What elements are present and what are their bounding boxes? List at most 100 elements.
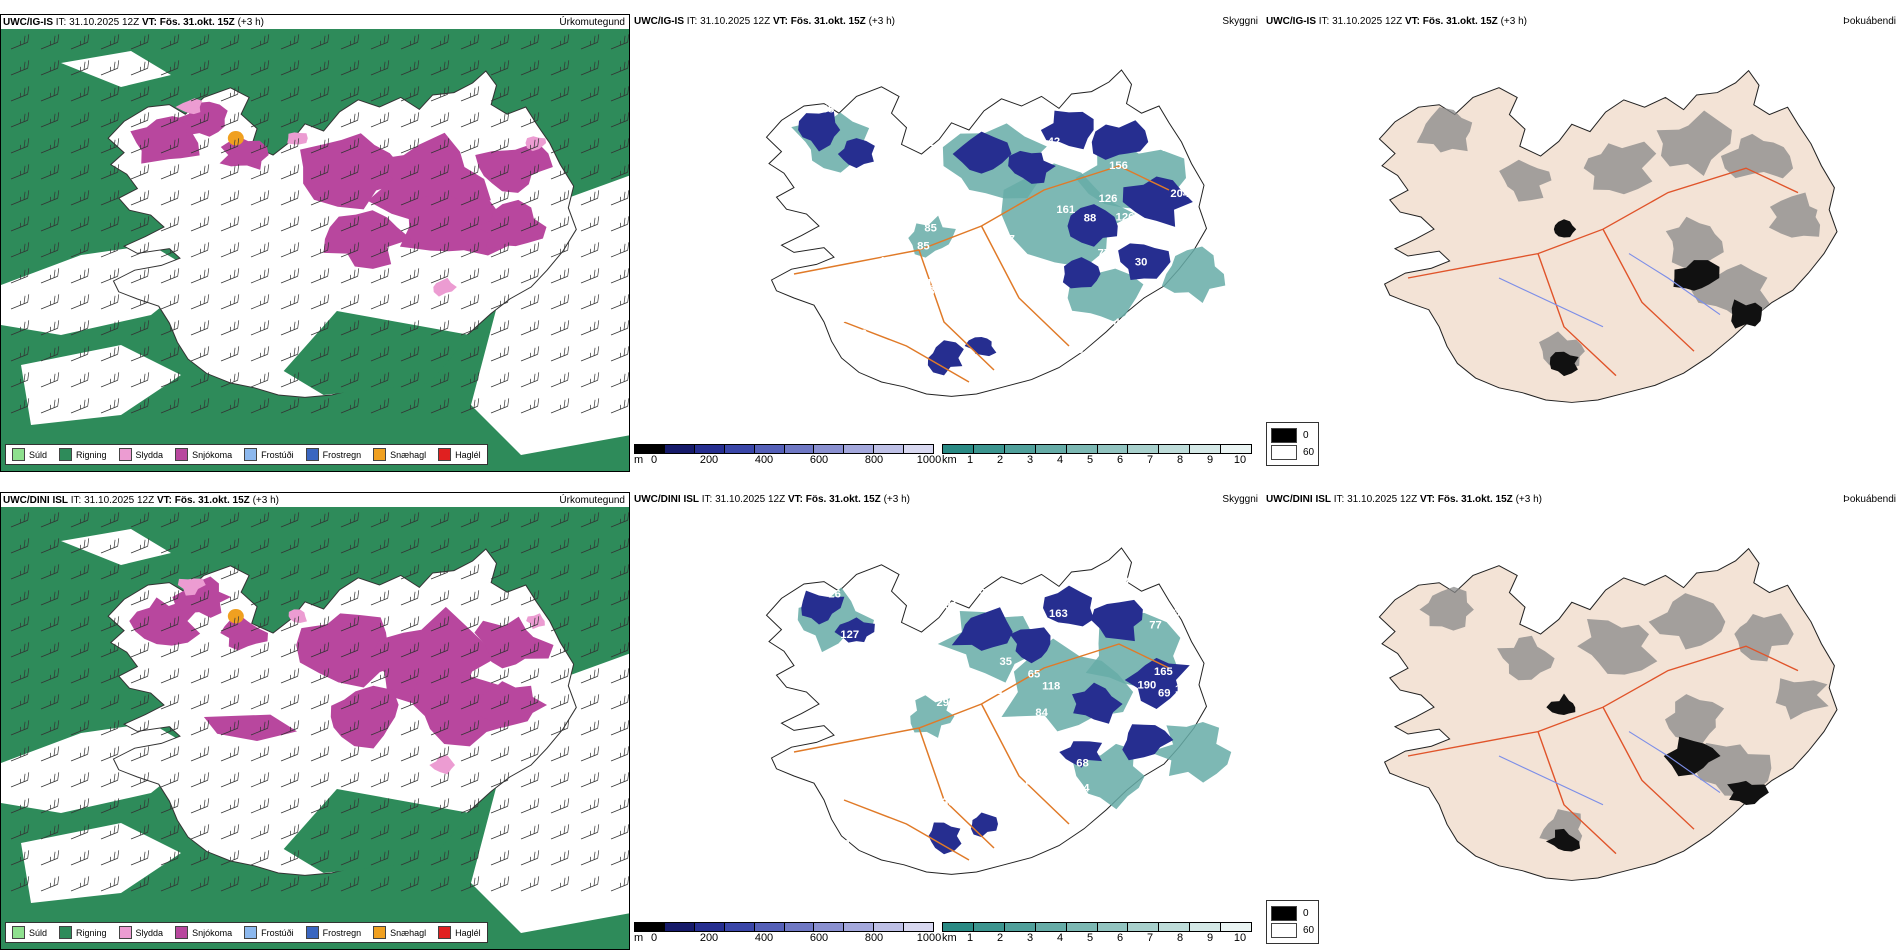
dense-fog-area xyxy=(1549,351,1579,377)
wind-barb xyxy=(100,694,120,710)
legend-label: Frostregn xyxy=(322,449,362,460)
wind-barb xyxy=(610,590,629,606)
wind-barb xyxy=(100,294,120,310)
visibility-value-label: 163 xyxy=(1049,608,1068,620)
visibility-value-label: 157 xyxy=(1162,142,1181,154)
wind-barb xyxy=(40,138,60,154)
panel-header: UWC/IG-IS IT: 31.10.2025 12Z VT: Fös. 31… xyxy=(3,17,264,28)
wind-barb xyxy=(100,138,120,154)
visibility-scale-m: m 0 200 400 600 800 1000 xyxy=(634,922,941,946)
wind-barb xyxy=(580,138,600,154)
legend-label: Snæhagl xyxy=(390,927,427,938)
wind-barb xyxy=(10,642,30,658)
wind-barb xyxy=(460,876,480,892)
visibility-value-label: 109 xyxy=(1158,798,1177,810)
wind-barb xyxy=(220,320,240,336)
wind-barb xyxy=(100,60,120,76)
wind-barb xyxy=(490,850,510,866)
lead-time: (+3 h) xyxy=(883,494,910,505)
panel-title-precip: Úrkomutegund xyxy=(559,17,625,28)
visibility-value-label: 204 xyxy=(1170,188,1190,200)
visibility-value-label: 31 xyxy=(945,600,958,612)
low-visibility-area xyxy=(1118,243,1171,280)
wind-barb xyxy=(430,138,450,154)
wind-barb xyxy=(280,642,300,658)
wind-barb xyxy=(130,668,150,684)
wind-barb xyxy=(220,398,240,414)
snow-area xyxy=(175,101,228,137)
wind-barb xyxy=(10,564,30,580)
wind-barb xyxy=(520,694,540,710)
scale-tick: 1 xyxy=(966,932,974,944)
wind-barb xyxy=(280,616,300,632)
wind-barb xyxy=(580,60,600,76)
wind-barb xyxy=(40,512,60,528)
wind-barb xyxy=(430,850,450,866)
wind-barb xyxy=(550,616,570,632)
wind-barb xyxy=(190,112,210,128)
wind-barb xyxy=(340,746,360,762)
scale-swatch xyxy=(754,445,785,453)
wind-barb xyxy=(190,564,210,580)
visibility-value-label: 24 xyxy=(1077,783,1090,795)
valid-time-label: VT: xyxy=(156,495,172,506)
scale-swatch xyxy=(635,923,665,931)
wind-barb xyxy=(580,86,600,102)
wind-barb xyxy=(250,590,270,606)
wind-barb xyxy=(100,34,120,50)
wind-barb xyxy=(310,242,330,258)
wind-barb xyxy=(130,242,150,258)
wind-barb xyxy=(100,538,120,554)
wind-barb xyxy=(400,138,420,154)
wind-barb xyxy=(220,242,240,258)
visibility-value-label: 88 xyxy=(1084,213,1097,225)
wind-barb xyxy=(400,746,420,762)
wind-barb xyxy=(400,398,420,414)
visibility-value-label: 310 xyxy=(892,643,911,655)
wind-barb xyxy=(400,850,420,866)
scale-swatch xyxy=(943,445,974,453)
scale-tick: 5 xyxy=(1086,932,1094,944)
wind-barb xyxy=(550,590,570,606)
wind-barb xyxy=(340,798,360,814)
legend-label: Frostúði xyxy=(261,449,294,460)
wind-barb xyxy=(160,34,180,50)
wind-barb xyxy=(580,398,600,414)
wind-barb xyxy=(400,564,420,580)
dense-fog-area xyxy=(1731,299,1763,329)
wind-barb xyxy=(310,694,330,710)
visibility-value-label: 259 xyxy=(1121,356,1140,368)
scale-tick: 800 xyxy=(864,454,884,466)
wind-barb xyxy=(370,294,390,310)
panel-title-vis: Skyggni xyxy=(1222,494,1258,505)
fog-legend-swatch xyxy=(1271,428,1297,443)
wind-barb xyxy=(250,876,270,892)
wind-barb xyxy=(190,268,210,284)
wind-barb xyxy=(490,746,510,762)
snow-area xyxy=(323,210,412,269)
wind-barb xyxy=(280,876,300,892)
panel-title-precip: Úrkomutegund xyxy=(559,495,625,506)
wind-barb xyxy=(490,590,510,606)
snow-area xyxy=(130,116,200,164)
wind-barb xyxy=(100,616,120,632)
legend-label: Snæhagl xyxy=(390,449,427,460)
sleet-area xyxy=(429,755,456,775)
wind-barb xyxy=(190,850,210,866)
visibility-value-label: 127 xyxy=(993,769,1012,781)
wind-barb xyxy=(100,216,120,232)
wind-barb xyxy=(370,86,390,102)
wind-barb xyxy=(130,320,150,336)
wind-barb xyxy=(490,798,510,814)
wind-barb xyxy=(610,850,629,866)
wind-barb xyxy=(250,642,270,658)
wind-barb xyxy=(340,512,360,528)
visibility-value-label: 126 xyxy=(1099,193,1118,205)
wind-barb xyxy=(70,320,90,336)
wind-barb xyxy=(520,398,540,414)
wind-barb xyxy=(610,112,629,128)
legend-swatch xyxy=(438,448,452,461)
fog-map xyxy=(1378,547,1838,881)
wind-barb xyxy=(280,112,300,128)
wind-barb xyxy=(10,798,30,814)
